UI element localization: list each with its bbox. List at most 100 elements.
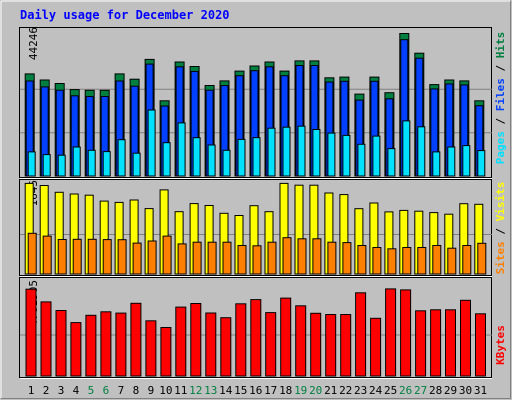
x-tick-label: 25	[384, 384, 397, 397]
bars-visits-sites	[20, 182, 492, 275]
panel-visits-sites: 1645 Sites / Visits	[19, 179, 507, 277]
x-tick-label: 3	[58, 384, 65, 397]
bar-sites	[282, 237, 292, 275]
x-tick-label: 12	[189, 384, 202, 397]
panel-hits-files-pages: 44246 Pages / Files / Hits	[19, 27, 507, 179]
bar-kbytes	[460, 299, 471, 377]
bar-sites	[417, 247, 427, 275]
x-tick-label: 1	[28, 384, 35, 397]
bar-pages	[147, 109, 156, 177]
bar-pages	[477, 150, 486, 177]
bar-pages	[327, 132, 336, 177]
x-tick-label: 21	[324, 384, 337, 397]
bar-pages	[72, 146, 81, 177]
bar-sites	[312, 238, 322, 275]
bars-kbytes	[20, 288, 492, 377]
legend-hits: Hits	[494, 32, 507, 59]
bar-pages	[462, 145, 471, 177]
x-tick-label: 7	[118, 384, 125, 397]
bar-pages	[177, 122, 186, 177]
bar-kbytes	[40, 301, 52, 377]
bar-pages	[312, 129, 321, 177]
chart-title: Daily usage for December 2020	[20, 8, 230, 22]
bar-sites	[357, 245, 367, 275]
bar-kbytes	[325, 314, 337, 377]
bar-sites	[117, 239, 127, 275]
bar-pages	[207, 144, 216, 177]
x-tick-label: 31	[474, 384, 487, 397]
bar-sites	[387, 248, 397, 275]
bar-kbytes	[250, 299, 262, 377]
bar-kbytes	[145, 320, 157, 377]
side-legend-middle: Sites / Visits	[494, 182, 507, 275]
bar-sites	[372, 247, 382, 275]
ymax-label-top: 44246	[27, 27, 40, 60]
bar-pages	[417, 126, 426, 177]
side-legend-bottom: KBytes	[494, 325, 507, 365]
bar-sites	[327, 241, 337, 275]
bar-kbytes	[295, 305, 307, 377]
bar-pages	[282, 126, 291, 177]
legend-hits-files-pages: Pages / Files / Hits	[494, 32, 507, 165]
bar-sites	[432, 245, 442, 275]
legend-visits-sites: Sites / Visits	[494, 182, 507, 275]
bar-sites	[192, 241, 202, 275]
bar-sites	[147, 240, 157, 275]
legend-sites: Sites	[494, 241, 507, 274]
bar-sites	[102, 239, 112, 275]
bar-sites	[177, 243, 187, 275]
bar-sites	[57, 239, 67, 275]
bar-sites	[447, 247, 457, 275]
x-tick-label: 10	[159, 384, 172, 397]
x-axis-day-labels: 1 2 3 4 5 6 7 8 9 10 11 12 13 14 15 16 17 18 19 20 21 22 23 24 2…	[28, 384, 487, 397]
bar-kbytes	[370, 317, 382, 377]
x-tick-label: 27	[414, 384, 427, 397]
bar-sites	[42, 235, 52, 275]
bar-pages	[447, 146, 456, 177]
bar-pages	[342, 134, 351, 177]
bar-pages	[222, 149, 231, 177]
bar-kbytes	[85, 314, 97, 377]
bar-pages	[162, 142, 171, 177]
bar-pages	[297, 125, 306, 177]
legend-files: Files	[494, 78, 507, 111]
bar-sites	[222, 241, 232, 275]
x-tick-label: 6	[103, 384, 110, 397]
bar-pages	[192, 137, 201, 177]
bar-pages	[27, 151, 36, 177]
x-tick-label: 11	[174, 384, 187, 397]
bar-sites	[267, 241, 277, 275]
bar-kbytes	[340, 314, 352, 377]
bar-kbytes	[25, 288, 37, 377]
bar-pages	[117, 139, 126, 177]
x-tick-label: 8	[133, 384, 140, 397]
bar-pages	[42, 154, 51, 177]
bar-kbytes	[160, 327, 172, 377]
bar-pages	[372, 135, 381, 177]
legend-pages: Pages	[494, 131, 507, 164]
legend-sep-2: /	[494, 58, 507, 78]
x-tick-label: 30	[459, 384, 472, 397]
bar-pages	[402, 120, 411, 177]
bar-sites	[162, 235, 172, 275]
bar-kbytes	[220, 317, 232, 377]
x-tick-label: 20	[309, 384, 322, 397]
bar-pages	[252, 137, 261, 177]
bar-kbytes	[385, 288, 397, 377]
bar-kbytes	[310, 312, 322, 377]
x-tick-label: 28	[429, 384, 442, 397]
bar-sites	[87, 238, 97, 275]
bar-kbytes	[100, 311, 112, 377]
x-tick-label: 22	[339, 384, 352, 397]
bar-sites	[252, 245, 262, 275]
bar-sites	[477, 242, 487, 275]
bar-pages	[57, 154, 66, 177]
bar-kbytes	[130, 302, 142, 377]
x-tick-label: 9	[148, 384, 155, 397]
legend-sep-3: /	[494, 221, 507, 241]
bar-sites	[27, 232, 37, 275]
bar-sites	[72, 238, 82, 275]
x-tick-label: 19	[294, 384, 307, 397]
bar-pages	[132, 152, 141, 177]
